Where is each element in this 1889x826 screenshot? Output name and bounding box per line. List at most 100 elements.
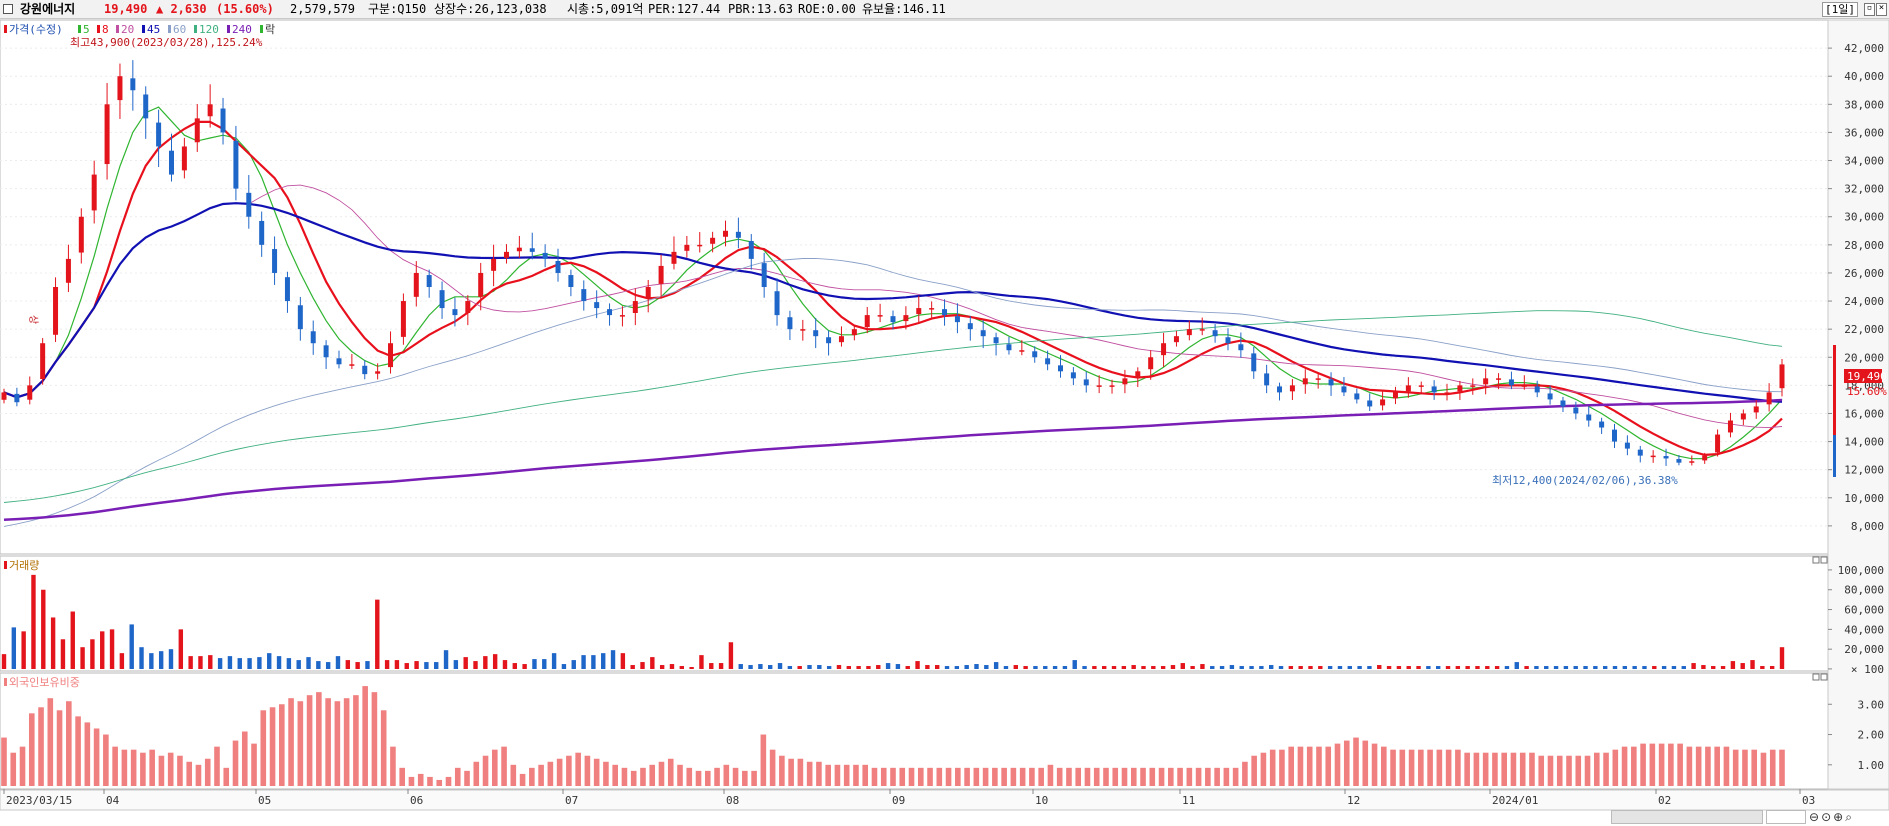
price-tick-label: 8,000 <box>1851 520 1884 533</box>
x-axis-labels: 2023/03/15 04 05 06 07 08 09 10 11 12 2024/01 02 03 <box>3 789 1815 807</box>
volume-bar <box>1563 666 1569 669</box>
legend-ma-label: 240 <box>232 23 252 36</box>
foreign-ratio-bar <box>1603 752 1609 786</box>
candle-body <box>465 301 471 313</box>
volume-bar <box>443 650 449 669</box>
foreign-ratio-bar <box>1677 743 1683 786</box>
foreign-ratio-bar <box>1251 755 1257 786</box>
candle-body <box>1238 344 1244 351</box>
volume-panel-max-icon[interactable] <box>1812 556 1820 564</box>
horizontal-scrollbar[interactable] <box>1611 810 1763 824</box>
foreign-ratio-bar <box>917 767 924 786</box>
candle-body <box>1315 378 1321 380</box>
volume-bar <box>1416 666 1421 669</box>
x-tick-label: 03 <box>1802 794 1815 807</box>
candle-body <box>581 289 587 302</box>
candle-body <box>1225 337 1231 344</box>
last-pct-label: 15.60% <box>1847 385 1887 398</box>
candle-body <box>619 315 625 317</box>
volume-bar <box>1 654 7 669</box>
candle-body <box>1663 456 1669 459</box>
candle-body <box>1418 385 1424 387</box>
legend-ma-label: 20 <box>121 23 134 36</box>
restore-icon[interactable]: ▫ <box>1864 3 1875 16</box>
candle-body <box>1496 378 1502 380</box>
pbr-value: PBR:13.63 <box>728 2 794 16</box>
foreign-panel-max-icon[interactable] <box>1812 673 1820 681</box>
volume-bar <box>306 657 311 669</box>
foreign-ratio-bar <box>1242 761 1248 786</box>
zoom-in-icon[interactable]: ⊕ <box>1833 810 1846 824</box>
volume-bar <box>758 664 763 669</box>
legend-volume-label: 거래량 <box>9 559 39 572</box>
foreign-ratio-bar <box>1195 767 1202 786</box>
stock-name[interactable]: 강원에너지 <box>20 2 76 16</box>
volume-bar <box>1101 666 1107 669</box>
foreign-ratio-bar <box>1658 743 1665 786</box>
legend-ma-swatch <box>116 25 119 33</box>
foreign-ratio-bar <box>436 779 443 786</box>
volume-bar <box>1760 666 1765 669</box>
price-panel[interactable] <box>0 19 1829 555</box>
magnifier-icon[interactable]: ⌕ <box>1845 810 1854 824</box>
x-tick-label: 12 <box>1347 794 1360 807</box>
candle-body <box>65 258 71 283</box>
volume-bar <box>1671 666 1677 669</box>
volume-bar <box>1151 666 1156 669</box>
volume-bar <box>1740 663 1745 669</box>
volume-bar <box>492 654 498 669</box>
volume-bar <box>866 666 871 669</box>
foreign-ratio-bar <box>1205 767 1211 786</box>
foreign-tick-label: 2.00 <box>1858 729 1885 742</box>
foreign-ratio-bar <box>1158 767 1165 786</box>
volume-bar <box>1308 666 1313 669</box>
volume-panel[interactable] <box>0 555 1829 672</box>
foreign-ratio-bar <box>1084 767 1091 786</box>
volume-bar <box>335 656 341 669</box>
candle-body <box>1637 449 1643 456</box>
candle-body <box>259 220 265 245</box>
period-selector[interactable]: [1일] <box>1822 2 1858 17</box>
volume-bar <box>1219 666 1225 669</box>
volume-bar <box>1121 666 1127 669</box>
price-tick-label: 32,000 <box>1844 183 1884 196</box>
volume-panel-close-icon[interactable] <box>1820 556 1828 564</box>
foreign-ratio-bar <box>66 701 72 786</box>
volume-bar <box>797 666 802 669</box>
candle-series <box>1 60 1785 466</box>
volume-legend: 거래량 <box>4 559 39 572</box>
volume-bar <box>1435 666 1441 669</box>
candle-body <box>1483 378 1489 385</box>
volume-bar <box>1524 666 1529 669</box>
volume-bar <box>787 666 793 669</box>
foreign-ratio-bar <box>223 767 230 786</box>
foreign-tick-label: 1.00 <box>1858 759 1885 772</box>
zoom-out-icon[interactable]: ⊖ <box>1809 810 1822 824</box>
zoom-slider[interactable] <box>1766 810 1806 824</box>
candle-body <box>91 174 97 211</box>
candle-body <box>426 275 432 287</box>
volume-bar <box>453 660 459 669</box>
foreign-panel-close-icon[interactable] <box>1820 673 1828 681</box>
select-checkbox[interactable] <box>3 4 13 14</box>
close-icon[interactable]: × <box>1876 3 1887 16</box>
volume-bar <box>1367 666 1372 669</box>
x-axis-area <box>0 789 1889 811</box>
foreign-ratio-bar <box>890 767 896 786</box>
volume-bar <box>1072 660 1077 669</box>
volume-bar <box>1200 664 1205 669</box>
volume-bar <box>296 660 301 669</box>
volume-bar <box>1347 666 1352 669</box>
candle-body <box>813 330 819 337</box>
zoom-reset-icon[interactable]: ⊙ <box>1821 810 1834 824</box>
listed-shares: 상장수:26,123,038 <box>434 2 547 16</box>
candle-body <box>1560 400 1566 407</box>
candle-body <box>607 309 613 316</box>
volume-bar <box>1386 666 1392 669</box>
foreign-ratio-bar <box>1519 752 1526 786</box>
foreign-ratio-bar <box>1362 740 1369 786</box>
trade-volume: 2,579,579 <box>290 2 356 16</box>
volume-bar <box>1612 666 1618 669</box>
foreign-tick-label: 3.00 <box>1858 698 1885 711</box>
